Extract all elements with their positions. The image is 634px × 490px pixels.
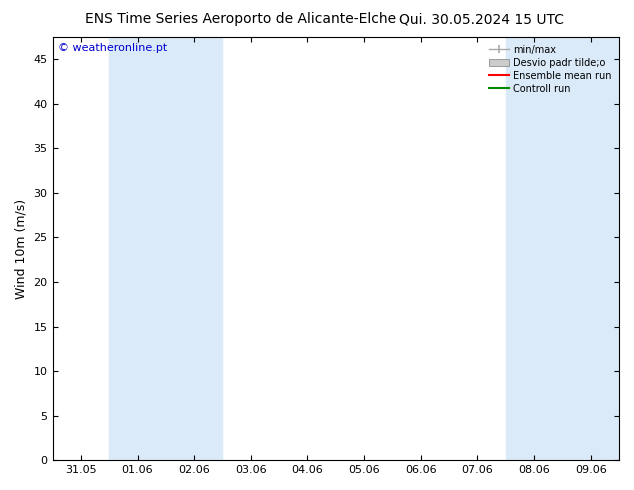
Text: © weatheronline.pt: © weatheronline.pt bbox=[58, 44, 167, 53]
Bar bbox=[109, 37, 166, 460]
Y-axis label: Wind 10m (m/s): Wind 10m (m/s) bbox=[15, 198, 28, 299]
Text: ENS Time Series Aeroporto de Alicante-Elche: ENS Time Series Aeroporto de Alicante-El… bbox=[86, 12, 396, 26]
Text: Qui. 30.05.2024 15 UTC: Qui. 30.05.2024 15 UTC bbox=[399, 12, 564, 26]
Bar bbox=[506, 37, 562, 460]
Bar bbox=[562, 37, 619, 460]
Legend: min/max, Desvio padr tilde;o, Ensemble mean run, Controll run: min/max, Desvio padr tilde;o, Ensemble m… bbox=[486, 42, 614, 97]
Bar bbox=[166, 37, 223, 460]
